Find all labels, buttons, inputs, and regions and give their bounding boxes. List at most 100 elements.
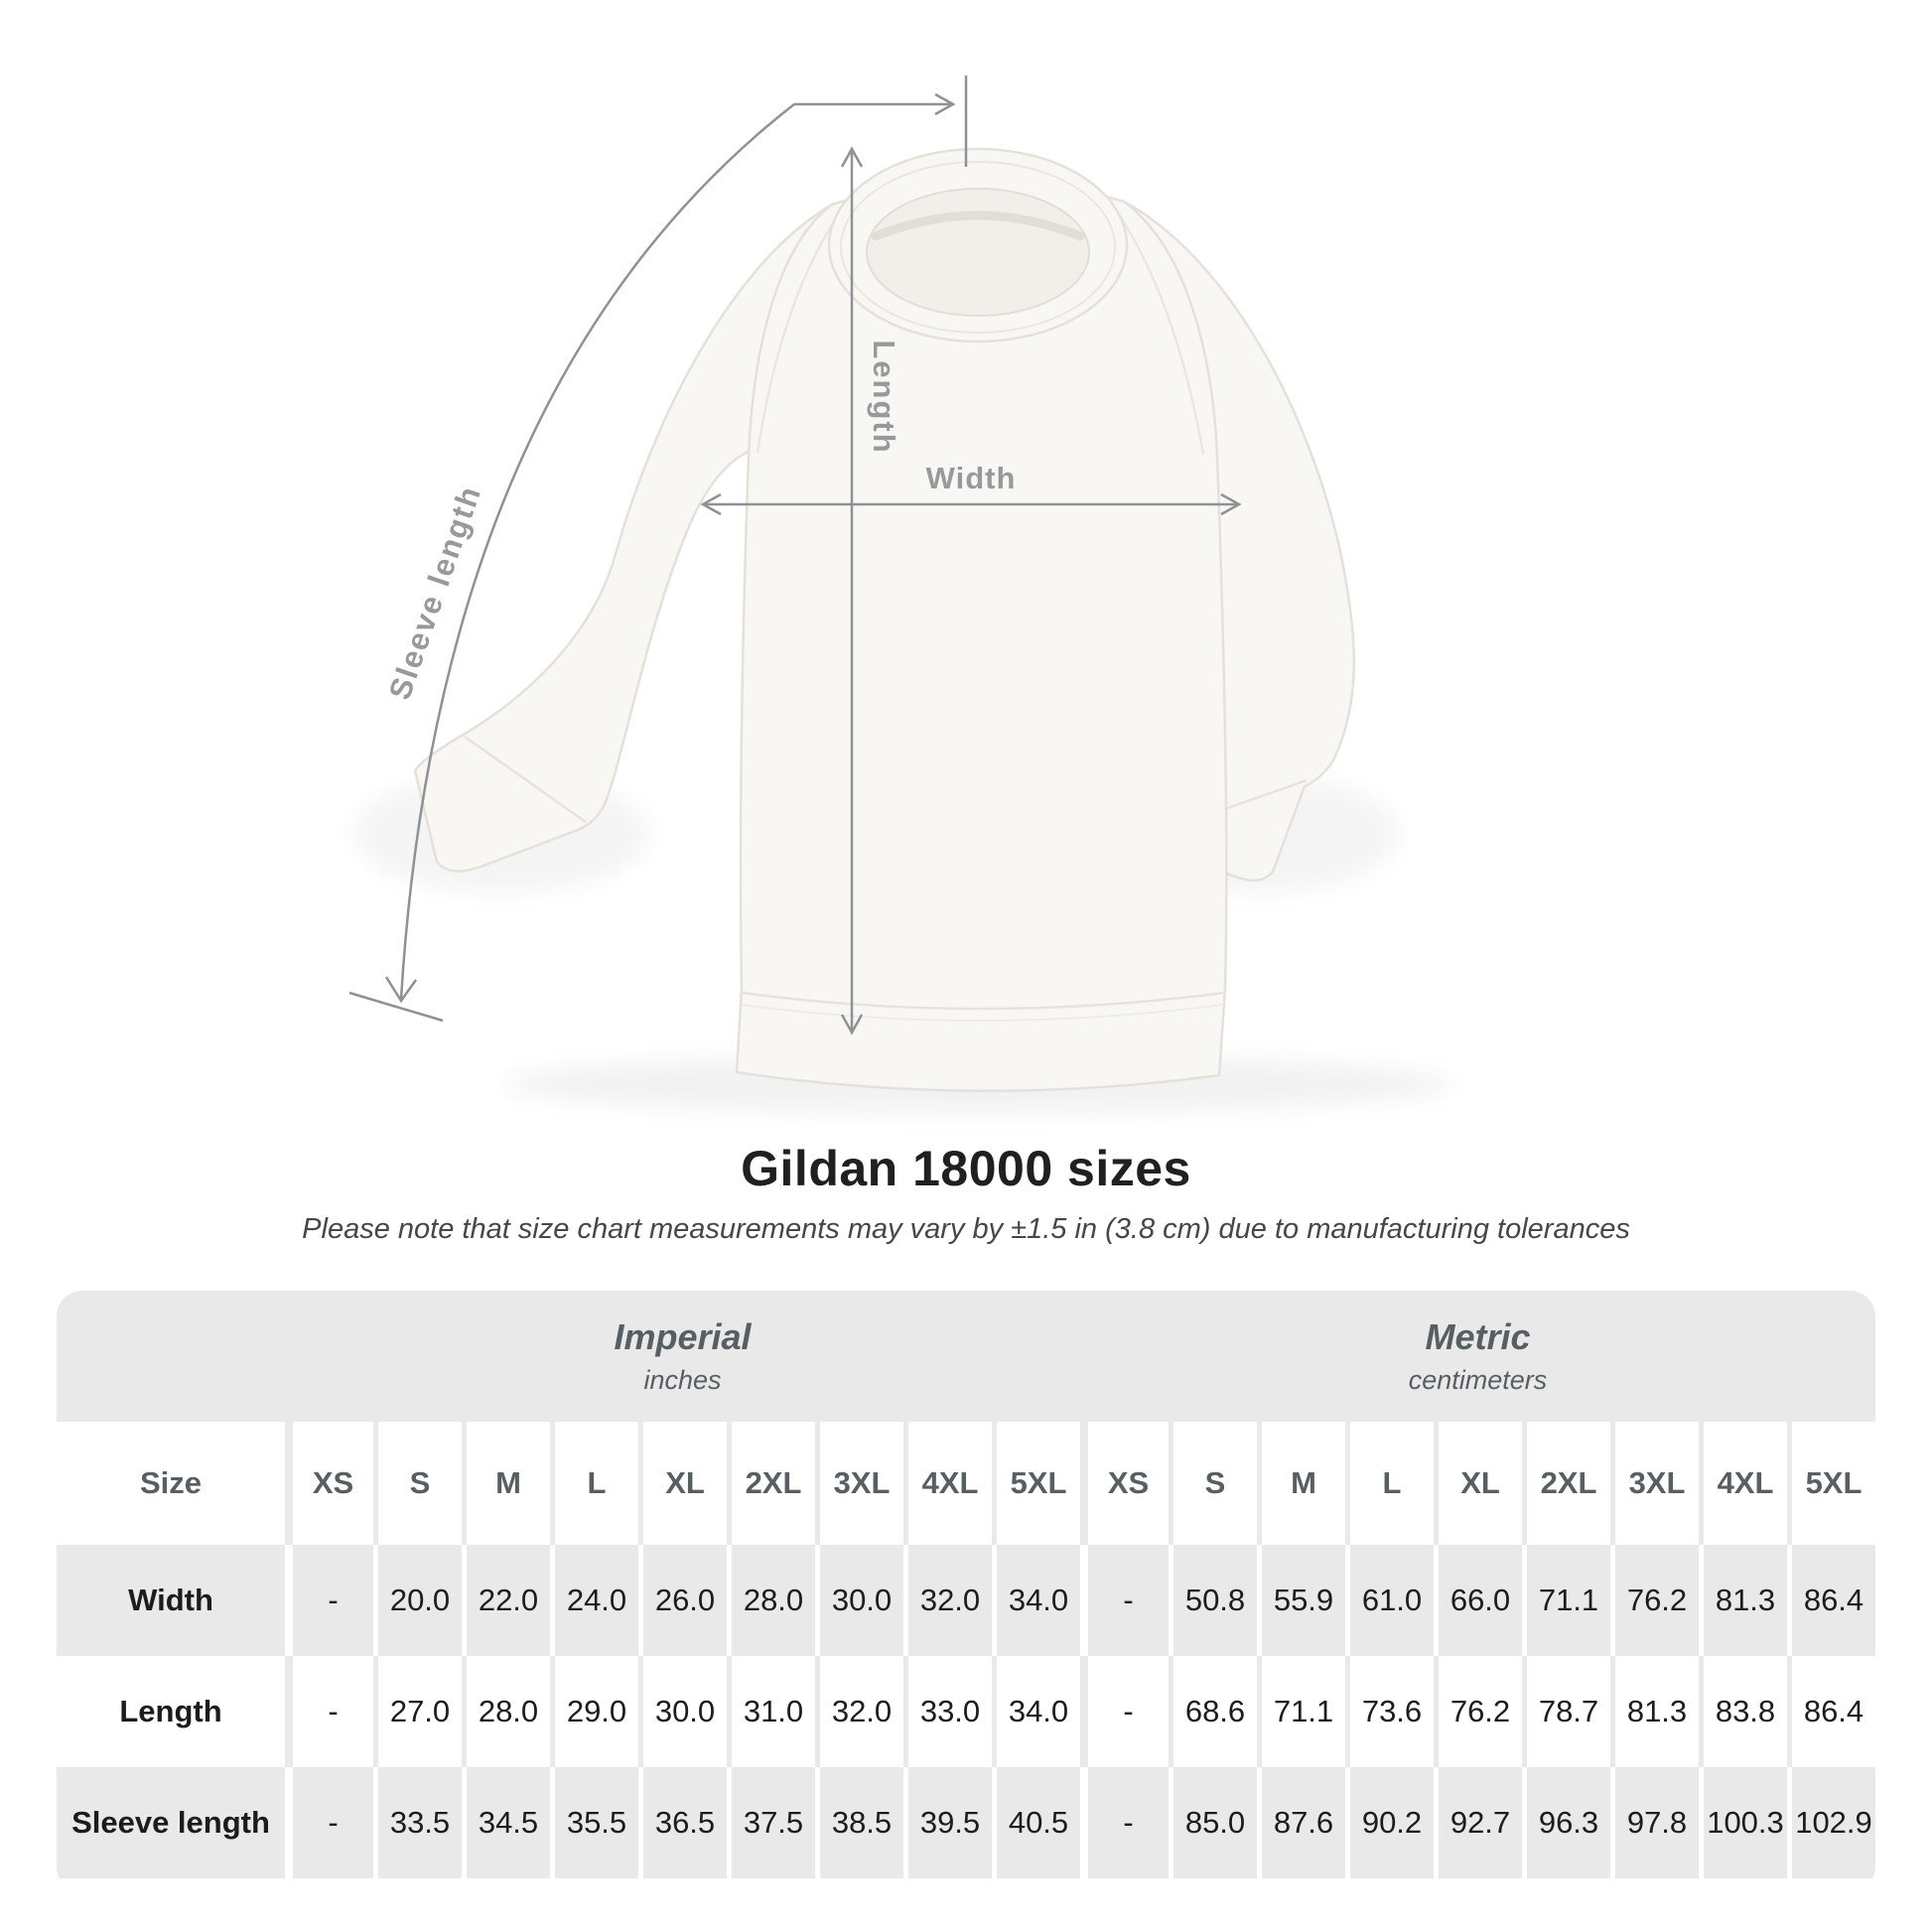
measurement-value-cell: 61.0 (1345, 1545, 1434, 1656)
left-armhole-seam (756, 213, 841, 454)
size-header-cell: XS (1080, 1422, 1169, 1545)
size-header-cell: 4XL (903, 1422, 992, 1545)
measurement-value-cell: 97.8 (1610, 1767, 1699, 1878)
measurement-value-cell: 30.0 (815, 1545, 903, 1656)
hem-seam (742, 991, 1225, 1011)
width-label: Width (926, 461, 1017, 495)
size-header-cell: 5XL (992, 1422, 1080, 1545)
measurement-value-cell: 78.7 (1522, 1656, 1610, 1767)
size-header-cell: L (1345, 1422, 1434, 1545)
measurement-value-cell: 27.0 (373, 1656, 462, 1767)
measurement-value-cell: 30.0 (638, 1656, 727, 1767)
measurement-value-cell: 35.5 (550, 1767, 638, 1878)
sleeve-length-arrow (348, 103, 795, 1023)
measurement-value-cell: 33.5 (373, 1767, 462, 1878)
measurement-value-cell: 34.0 (992, 1545, 1080, 1656)
measurement-value-cell: 83.8 (1699, 1656, 1787, 1767)
size-header-cell: XS (285, 1422, 373, 1545)
unit-group-band: Imperial inches Metric centimeters (57, 1291, 1875, 1422)
sweatshirt-measurement-diagram: Sleeve length Length Width (348, 75, 1454, 1114)
sweatshirt-body (735, 180, 1228, 1093)
measurement-value-cell: 92.7 (1434, 1767, 1522, 1878)
measurement-value-cell: 26.0 (638, 1545, 727, 1656)
measurement-value-cell: 24.0 (550, 1545, 638, 1656)
measurement-row-label: Width (57, 1545, 285, 1656)
group-band-spacer (57, 1291, 285, 1422)
size-header-cell: L (550, 1422, 638, 1545)
measurement-value-cell: 71.1 (1257, 1656, 1345, 1767)
measurement-value-cell: 90.2 (1345, 1767, 1434, 1878)
length-label: Length (867, 340, 901, 454)
measurement-value-cell: 37.5 (727, 1767, 815, 1878)
imperial-group-header: Imperial inches (285, 1291, 1080, 1422)
measurement-value-cell: 76.2 (1610, 1545, 1699, 1656)
measurement-value-cell: 36.5 (638, 1767, 727, 1878)
size-header-cell: S (373, 1422, 462, 1545)
measurement-value-cell: 38.5 (815, 1767, 903, 1878)
metric-unit: centimeters (1408, 1365, 1548, 1396)
measurement-value-cell: 73.6 (1345, 1656, 1434, 1767)
measurement-value-cell: 33.0 (903, 1656, 992, 1767)
metric-group-header: Metric centimeters (1080, 1291, 1875, 1422)
measurement-value-cell: 29.0 (550, 1656, 638, 1767)
measurement-value-cell: 81.3 (1610, 1656, 1699, 1767)
sleeve-top-reference-line (794, 75, 968, 167)
tolerance-note: Please note that size chart measurements… (302, 1213, 1630, 1245)
measurement-row-label: Length (57, 1656, 285, 1767)
measurement-value-cell: - (285, 1545, 373, 1656)
size-header-cell: 4XL (1699, 1422, 1787, 1545)
measurement-value-cell: 85.0 (1169, 1767, 1257, 1878)
table-row: Sleeve length -33.5 34.5 35.5 36.5 37.5 38.5 39… (57, 1767, 1875, 1878)
measurement-value-cell: 68.6 (1169, 1656, 1257, 1767)
measurement-value-cell: 39.5 (903, 1767, 992, 1878)
size-header-cell: XL (638, 1422, 727, 1545)
measurement-value-cell: 32.0 (815, 1656, 903, 1767)
hem-seam-2 (741, 1004, 1224, 1022)
sweatshirt-left-sleeve (413, 202, 835, 873)
measurement-value-cell: - (1080, 1767, 1169, 1878)
measurement-value-cell: 32.0 (903, 1545, 992, 1656)
size-header-cell: S (1169, 1422, 1257, 1545)
measurement-value-cell: 76.2 (1434, 1656, 1522, 1767)
size-header-cell: 2XL (1522, 1422, 1610, 1545)
measurement-value-cell: 102.9 (1787, 1767, 1875, 1878)
page-title: Gildan 18000 sizes (741, 1141, 1191, 1196)
left-cuff-seam (464, 735, 587, 824)
measurement-value-cell: 31.0 (727, 1656, 815, 1767)
table-row: Length -27.0 28.0 29.0 30.0 31.0 32.0 33.0 34.0-… (57, 1656, 1875, 1767)
table-row: Size XS S M L XL 2XL 3XL 4XL 5XL XS S M L XL 2XL 3XL 4XL 5… (57, 1422, 1875, 1545)
metric-label: Metric (1425, 1315, 1531, 1357)
right-armhole-seam (1115, 210, 1205, 456)
measurement-value-cell: 40.5 (992, 1767, 1080, 1878)
measurement-value-cell: 34.5 (462, 1767, 550, 1878)
size-header-cell: 3XL (1610, 1422, 1699, 1545)
imperial-unit: inches (643, 1365, 722, 1396)
measurement-value-cell: 28.0 (462, 1656, 550, 1767)
neck-opening (866, 188, 1090, 317)
measurement-value-cell: - (1080, 1545, 1169, 1656)
length-arrow (840, 146, 864, 1035)
measurement-value-cell: 22.0 (462, 1545, 550, 1656)
measurement-value-cell: 66.0 (1434, 1545, 1522, 1656)
width-arrow (700, 492, 1242, 516)
size-header-cell: M (1257, 1422, 1345, 1545)
size-header-cell: 5XL (1787, 1422, 1875, 1545)
size-header-cell: 2XL (727, 1422, 815, 1545)
size-header-cell: 3XL (815, 1422, 903, 1545)
measurement-value-cell: 34.0 (992, 1656, 1080, 1767)
size-header-cell: XL (1434, 1422, 1522, 1545)
measurement-value-cell: 96.3 (1522, 1767, 1610, 1878)
measurement-value-cell: 86.4 (1787, 1545, 1875, 1656)
measurement-value-cell: - (285, 1767, 373, 1878)
measurement-value-cell: 86.4 (1787, 1656, 1875, 1767)
collar-seam (840, 161, 1116, 334)
measurement-value-cell: 71.1 (1522, 1545, 1610, 1656)
measurement-value-cell: - (285, 1656, 373, 1767)
table-row: Width -20.0 22.0 24.0 26.0 28.0 30.0 32.0 34.0-5… (57, 1545, 1875, 1656)
measurement-row-label: Sleeve length (57, 1767, 285, 1878)
size-header-cell: M (462, 1422, 550, 1545)
size-chart-table: Imperial inches Metric centimeters Size X… (57, 1291, 1875, 1892)
measurement-value-cell: 55.9 (1257, 1545, 1345, 1656)
measurements-table: Size XS S M L XL 2XL 3XL 4XL 5XL XS S M L XL 2XL 3XL 4XL 5… (57, 1422, 1875, 1878)
measurement-value-cell: 81.3 (1699, 1545, 1787, 1656)
